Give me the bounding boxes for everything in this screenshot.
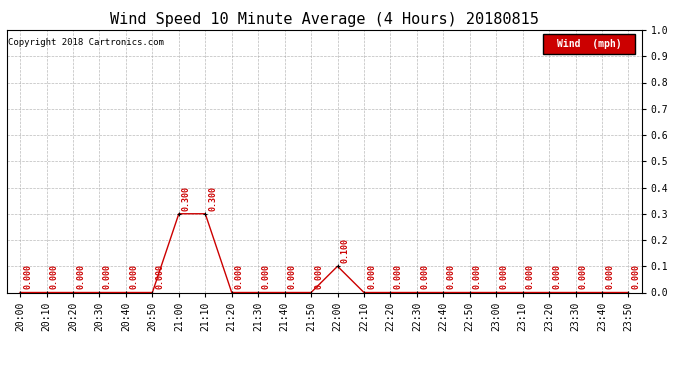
Text: 0.000: 0.000 <box>500 264 509 290</box>
Text: Copyright 2018 Cartronics.com: Copyright 2018 Cartronics.com <box>8 38 164 47</box>
Text: 0.000: 0.000 <box>50 264 59 290</box>
Text: 0.000: 0.000 <box>446 264 455 290</box>
Text: 0.100: 0.100 <box>341 238 350 263</box>
Text: 0.000: 0.000 <box>155 264 164 290</box>
Text: 0.000: 0.000 <box>23 264 32 290</box>
Text: 0.000: 0.000 <box>420 264 429 290</box>
Text: 0.000: 0.000 <box>103 264 112 290</box>
Title: Wind Speed 10 Minute Average (4 Hours) 20180815: Wind Speed 10 Minute Average (4 Hours) 2… <box>110 12 539 27</box>
Text: 0.000: 0.000 <box>393 264 402 290</box>
Text: 0.000: 0.000 <box>605 264 614 290</box>
Text: 0.300: 0.300 <box>182 186 191 211</box>
Text: 0.000: 0.000 <box>526 264 535 290</box>
Text: 0.000: 0.000 <box>631 264 640 290</box>
Text: 0.000: 0.000 <box>288 264 297 290</box>
Text: 0.000: 0.000 <box>552 264 561 290</box>
Text: 0.000: 0.000 <box>579 264 588 290</box>
FancyBboxPatch shape <box>543 34 635 54</box>
Text: 0.000: 0.000 <box>473 264 482 290</box>
Text: Wind  (mph): Wind (mph) <box>558 39 622 49</box>
Text: 0.000: 0.000 <box>314 264 323 290</box>
Text: 0.000: 0.000 <box>235 264 244 290</box>
Text: 0.000: 0.000 <box>262 264 270 290</box>
Text: 0.300: 0.300 <box>208 186 217 211</box>
Text: 0.000: 0.000 <box>367 264 376 290</box>
Text: 0.000: 0.000 <box>76 264 85 290</box>
Text: 0.000: 0.000 <box>129 264 138 290</box>
